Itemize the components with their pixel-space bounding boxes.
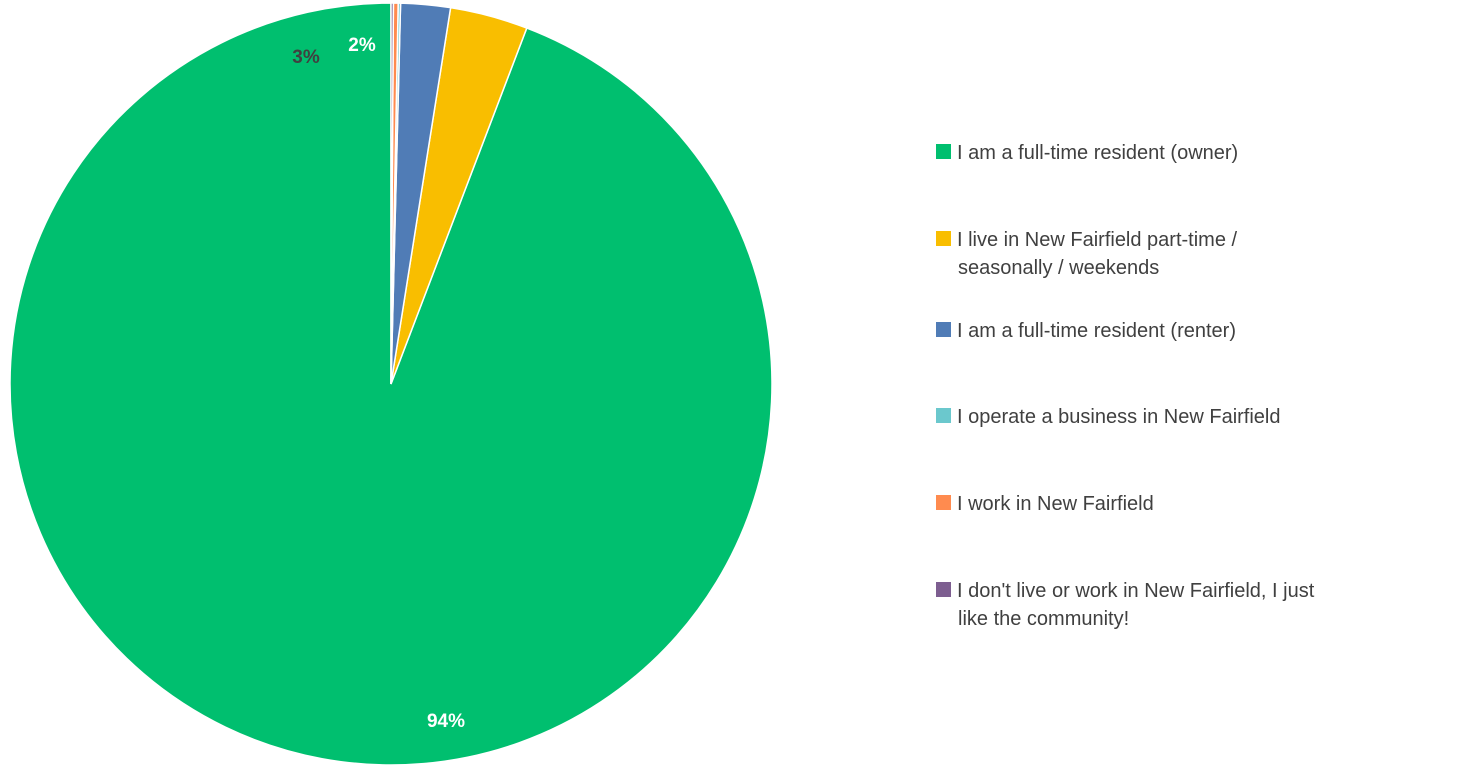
legend-label: I am a full-time resident (renter): [957, 320, 1236, 342]
legend-label: I work in New Fairfield: [957, 493, 1154, 515]
legend-item: I am a full-time resident (owner): [936, 142, 1238, 164]
legend-item: I am a full-time resident (renter): [936, 320, 1236, 342]
legend-label: seasonally / weekends: [958, 257, 1159, 279]
pie-data-labels: 94% 3% 2%: [292, 35, 465, 732]
legend-swatch: [936, 144, 951, 159]
legend-item: I operate a business in New Fairfield: [936, 406, 1281, 428]
pie-data-label: 94%: [427, 711, 465, 732]
legend-swatch: [936, 322, 951, 337]
legend-label: like the community!: [958, 608, 1129, 630]
legend-swatch: [936, 408, 951, 423]
legend-swatch: [936, 582, 951, 597]
legend-swatch: [936, 231, 951, 246]
legend-label: I don't live or work in New Fairfield, I…: [957, 580, 1315, 602]
pie-slice: [390, 2, 395, 385]
legend-swatch: [936, 495, 951, 510]
legend-item: I don't live or work in New Fairfield, I…: [936, 580, 1315, 630]
pie-data-label: 2%: [348, 35, 376, 56]
legend-label: I am a full-time resident (owner): [957, 142, 1238, 164]
legend-item: I work in New Fairfield: [936, 493, 1154, 515]
legend-label: I operate a business in New Fairfield: [957, 406, 1281, 428]
pie-slices: [9, 2, 773, 766]
legend-item: I live in New Fairfield part-time / seaso…: [936, 229, 1238, 279]
pie-data-label: 3%: [292, 47, 320, 68]
legend-label: I live in New Fairfield part-time /: [957, 229, 1238, 251]
chart-legend: I am a full-time resident (owner) I live …: [936, 142, 1315, 630]
